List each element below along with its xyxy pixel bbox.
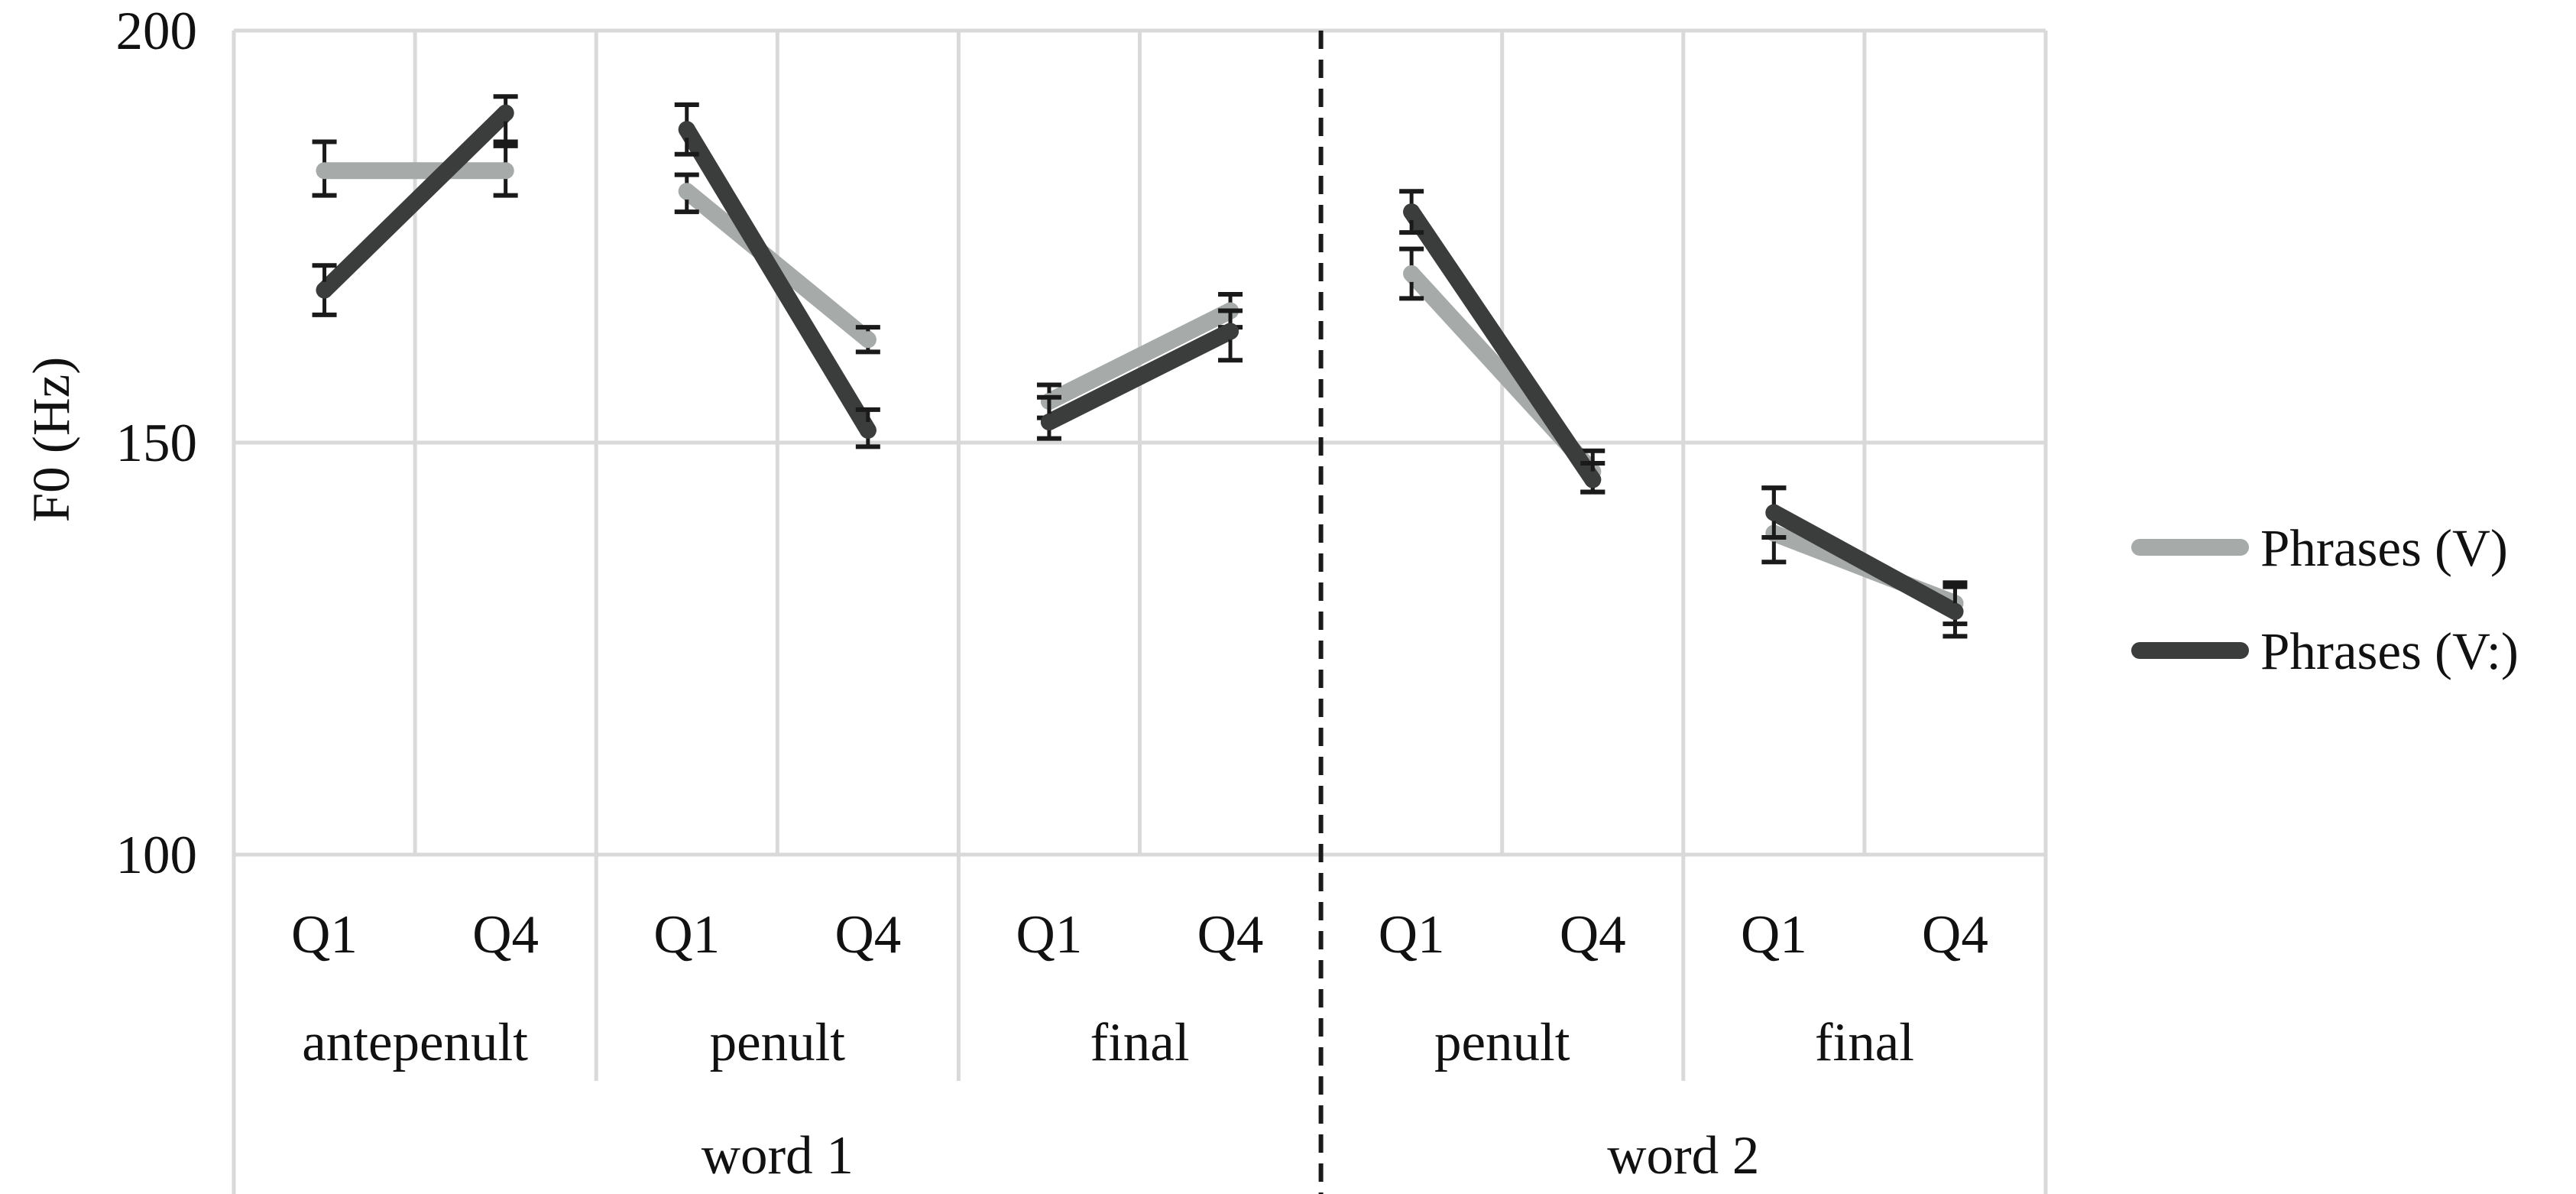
quarter-label: Q4 xyxy=(1197,905,1264,965)
series xyxy=(312,94,1968,639)
quarter-label: Q4 xyxy=(1922,905,1988,965)
quarter-label: Q1 xyxy=(653,905,720,965)
series-line-segment xyxy=(1403,203,1602,488)
syllable-label: antepenult xyxy=(302,1013,528,1072)
x-axis-categories: Q1 Q4 Q1 Q4 Q1 Q4 Q1 Q4 Q1 Q4 antepenult penult fina… xyxy=(291,905,1988,1186)
legend-item: Phrases (V:) xyxy=(2131,622,2519,680)
syllable-label: penult xyxy=(710,1013,846,1072)
legend-item: Phrases (V) xyxy=(2131,519,2508,577)
data-point xyxy=(1403,265,1421,283)
data-point xyxy=(497,104,514,122)
legend-label: Phrases (V) xyxy=(2260,519,2508,577)
series-2 xyxy=(312,94,1968,639)
data-point xyxy=(1584,471,1602,488)
y-tick-label: 100 xyxy=(116,826,198,885)
data-point xyxy=(1403,203,1421,221)
y-tick-label: 200 xyxy=(116,2,198,61)
grid xyxy=(232,28,2048,1194)
legend-label: Phrases (V:) xyxy=(2260,622,2519,680)
y-axis-label: F0 (Hz) xyxy=(22,357,80,523)
syllable-label: final xyxy=(1815,1013,1914,1072)
y-tick-label: 150 xyxy=(116,414,198,473)
data-point xyxy=(1222,323,1239,340)
series-line-segment xyxy=(1040,302,1239,410)
quarter-label: Q1 xyxy=(1741,905,1807,965)
quarter-label: Q4 xyxy=(472,905,539,965)
series-line-segment xyxy=(1040,323,1239,431)
syllable-label: final xyxy=(1090,1013,1189,1072)
series-line-segment xyxy=(1765,504,1964,620)
data-point xyxy=(859,421,876,439)
data-point xyxy=(497,162,514,180)
y-axis-ticks: 100 150 200 xyxy=(116,2,198,885)
quarter-label: Q1 xyxy=(1016,905,1083,965)
series-line-segment xyxy=(316,104,514,299)
word-label: word 2 xyxy=(1607,1126,1759,1186)
data-point xyxy=(678,183,695,200)
legend: Phrases (V) Phrases (V:) xyxy=(2131,519,2519,680)
series-line-segment xyxy=(678,121,876,439)
data-point xyxy=(316,162,333,180)
data-point xyxy=(1765,504,1783,521)
data-point xyxy=(859,331,876,349)
syllable-label: penult xyxy=(1434,1013,1570,1072)
data-point xyxy=(678,121,695,138)
quarter-label: Q4 xyxy=(1560,905,1626,965)
quarter-label: Q4 xyxy=(834,905,901,965)
quarter-label: Q1 xyxy=(1379,905,1445,965)
data-point xyxy=(316,281,333,299)
word-label: word 1 xyxy=(702,1126,854,1186)
data-point xyxy=(1040,414,1058,431)
quarter-label: Q1 xyxy=(291,905,358,965)
data-point xyxy=(1946,602,1964,620)
